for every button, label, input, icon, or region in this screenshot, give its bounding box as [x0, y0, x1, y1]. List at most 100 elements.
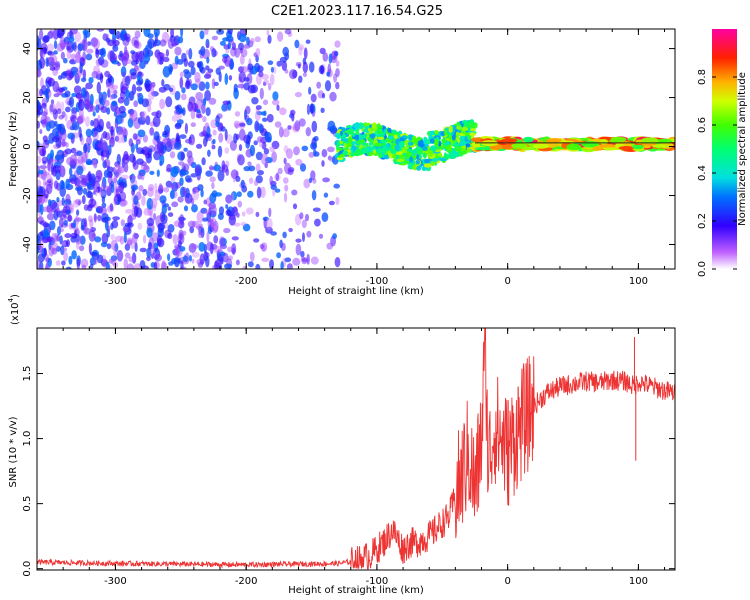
heatmap-cell — [202, 116, 207, 123]
heatmap-cell — [469, 132, 476, 137]
heatmap-cell — [46, 92, 50, 103]
heatmap-cell — [100, 139, 108, 151]
heatmap-cell — [460, 150, 468, 155]
heatmap-cell — [165, 96, 173, 108]
heatmap-cell — [66, 239, 70, 248]
heatmap-cell — [42, 145, 46, 157]
heatmap-cell — [109, 203, 114, 212]
heatmap-cell — [213, 164, 221, 172]
heatmap-cell — [311, 120, 318, 133]
heatmap-cell — [63, 70, 72, 76]
heatmap-cell — [203, 199, 207, 205]
heatmap-cell — [447, 144, 452, 151]
x-tick-label: 100 — [629, 276, 648, 287]
heatmap-cell — [151, 232, 159, 242]
heatmap-cell — [388, 135, 394, 140]
heatmap-cell — [346, 128, 354, 135]
heatmap-cell — [159, 39, 167, 47]
heatmap-cell — [253, 52, 258, 57]
heatmap-cell — [119, 50, 123, 58]
heatmap-cell — [169, 87, 174, 93]
heatmap-cell — [51, 202, 59, 213]
heatmap-cell — [77, 43, 84, 51]
heatmap-cell — [90, 119, 94, 127]
heatmap-cell — [125, 208, 133, 214]
heatmap-cell — [106, 165, 110, 171]
heatmap-cell — [56, 108, 62, 115]
heatmap-cell — [302, 232, 305, 243]
colorbar-tick-label: 0.0 — [697, 261, 708, 277]
heatmap-cell — [170, 29, 175, 38]
heatmap-cell — [261, 111, 266, 116]
heatmap-cell — [327, 63, 332, 75]
heatmap-cell — [42, 206, 49, 213]
heatmap-cell — [54, 154, 63, 161]
heatmap-cell — [132, 232, 138, 244]
heatmap-cell — [44, 193, 49, 199]
heatmap-cell — [139, 161, 147, 167]
heatmap-cell — [335, 60, 340, 67]
y-tick-label: 0.0 — [22, 561, 33, 577]
heatmap-cell — [158, 56, 164, 65]
heatmap-cell — [180, 151, 185, 161]
heatmap-cell — [114, 243, 119, 252]
heatmap-cell — [247, 190, 254, 198]
heatmap-cell — [117, 165, 125, 174]
heatmap-cell — [196, 109, 201, 114]
heatmap-cell — [174, 109, 178, 115]
heatmap-cell — [235, 175, 241, 182]
heatmap-cell — [190, 66, 196, 76]
heatmap-cell — [41, 118, 47, 128]
heatmap-cell — [69, 177, 76, 185]
heatmap-cell — [199, 54, 204, 59]
heatmap-cell — [48, 103, 57, 115]
heatmap-cell — [200, 46, 206, 57]
heatmap-cell — [58, 217, 64, 228]
heatmap-cell — [79, 133, 83, 142]
heatmap-cell — [43, 248, 47, 257]
heatmap-cell — [111, 255, 117, 266]
heatmap-cell — [238, 122, 246, 127]
heatmap-cell — [205, 43, 210, 49]
heatmap-cell — [96, 29, 105, 32]
heatmap-cell — [51, 232, 57, 243]
heatmap-cell — [255, 105, 262, 110]
heatmap-cell — [204, 210, 210, 215]
heatmap-cell — [117, 97, 125, 104]
heatmap-cell — [455, 125, 462, 130]
heatmap-cell — [258, 123, 264, 134]
heatmap-cell — [461, 126, 469, 132]
heatmap-cell — [166, 163, 172, 172]
heatmap-cell — [39, 165, 48, 170]
heatmap-cell — [218, 206, 225, 216]
heatmap-cell — [235, 259, 240, 266]
heatmap-cell — [256, 65, 264, 73]
y-tick-label: 0.5 — [22, 496, 33, 512]
heatmap-cell — [109, 94, 115, 101]
heatmap-cell — [176, 59, 184, 65]
heatmap-cell — [67, 214, 72, 222]
heatmap-cell — [47, 77, 55, 87]
heatmap-cell — [73, 85, 82, 94]
heatmap-cell — [208, 97, 217, 105]
heatmap-cell — [293, 146, 300, 156]
heatmap-cell — [187, 155, 194, 167]
heatmap-cell — [173, 35, 181, 46]
heatmap-cell — [121, 83, 129, 91]
heatmap-cell — [161, 260, 166, 269]
heatmap-cell — [167, 206, 171, 211]
heatmap-cell — [56, 226, 62, 236]
heatmap-cell — [259, 243, 265, 249]
heatmap-cell — [225, 204, 229, 209]
heatmap-cell — [143, 207, 151, 216]
heatmap-cell — [283, 192, 288, 203]
heatmap-cell — [283, 177, 289, 184]
heatmap-cell — [174, 141, 182, 150]
heatmap-cell — [110, 94, 118, 99]
heatmap-cell — [308, 86, 312, 95]
heatmap-cell — [195, 114, 203, 119]
heatmap-cell — [77, 116, 83, 125]
heatmap-cell — [225, 194, 233, 204]
heatmap-cell — [332, 55, 336, 61]
